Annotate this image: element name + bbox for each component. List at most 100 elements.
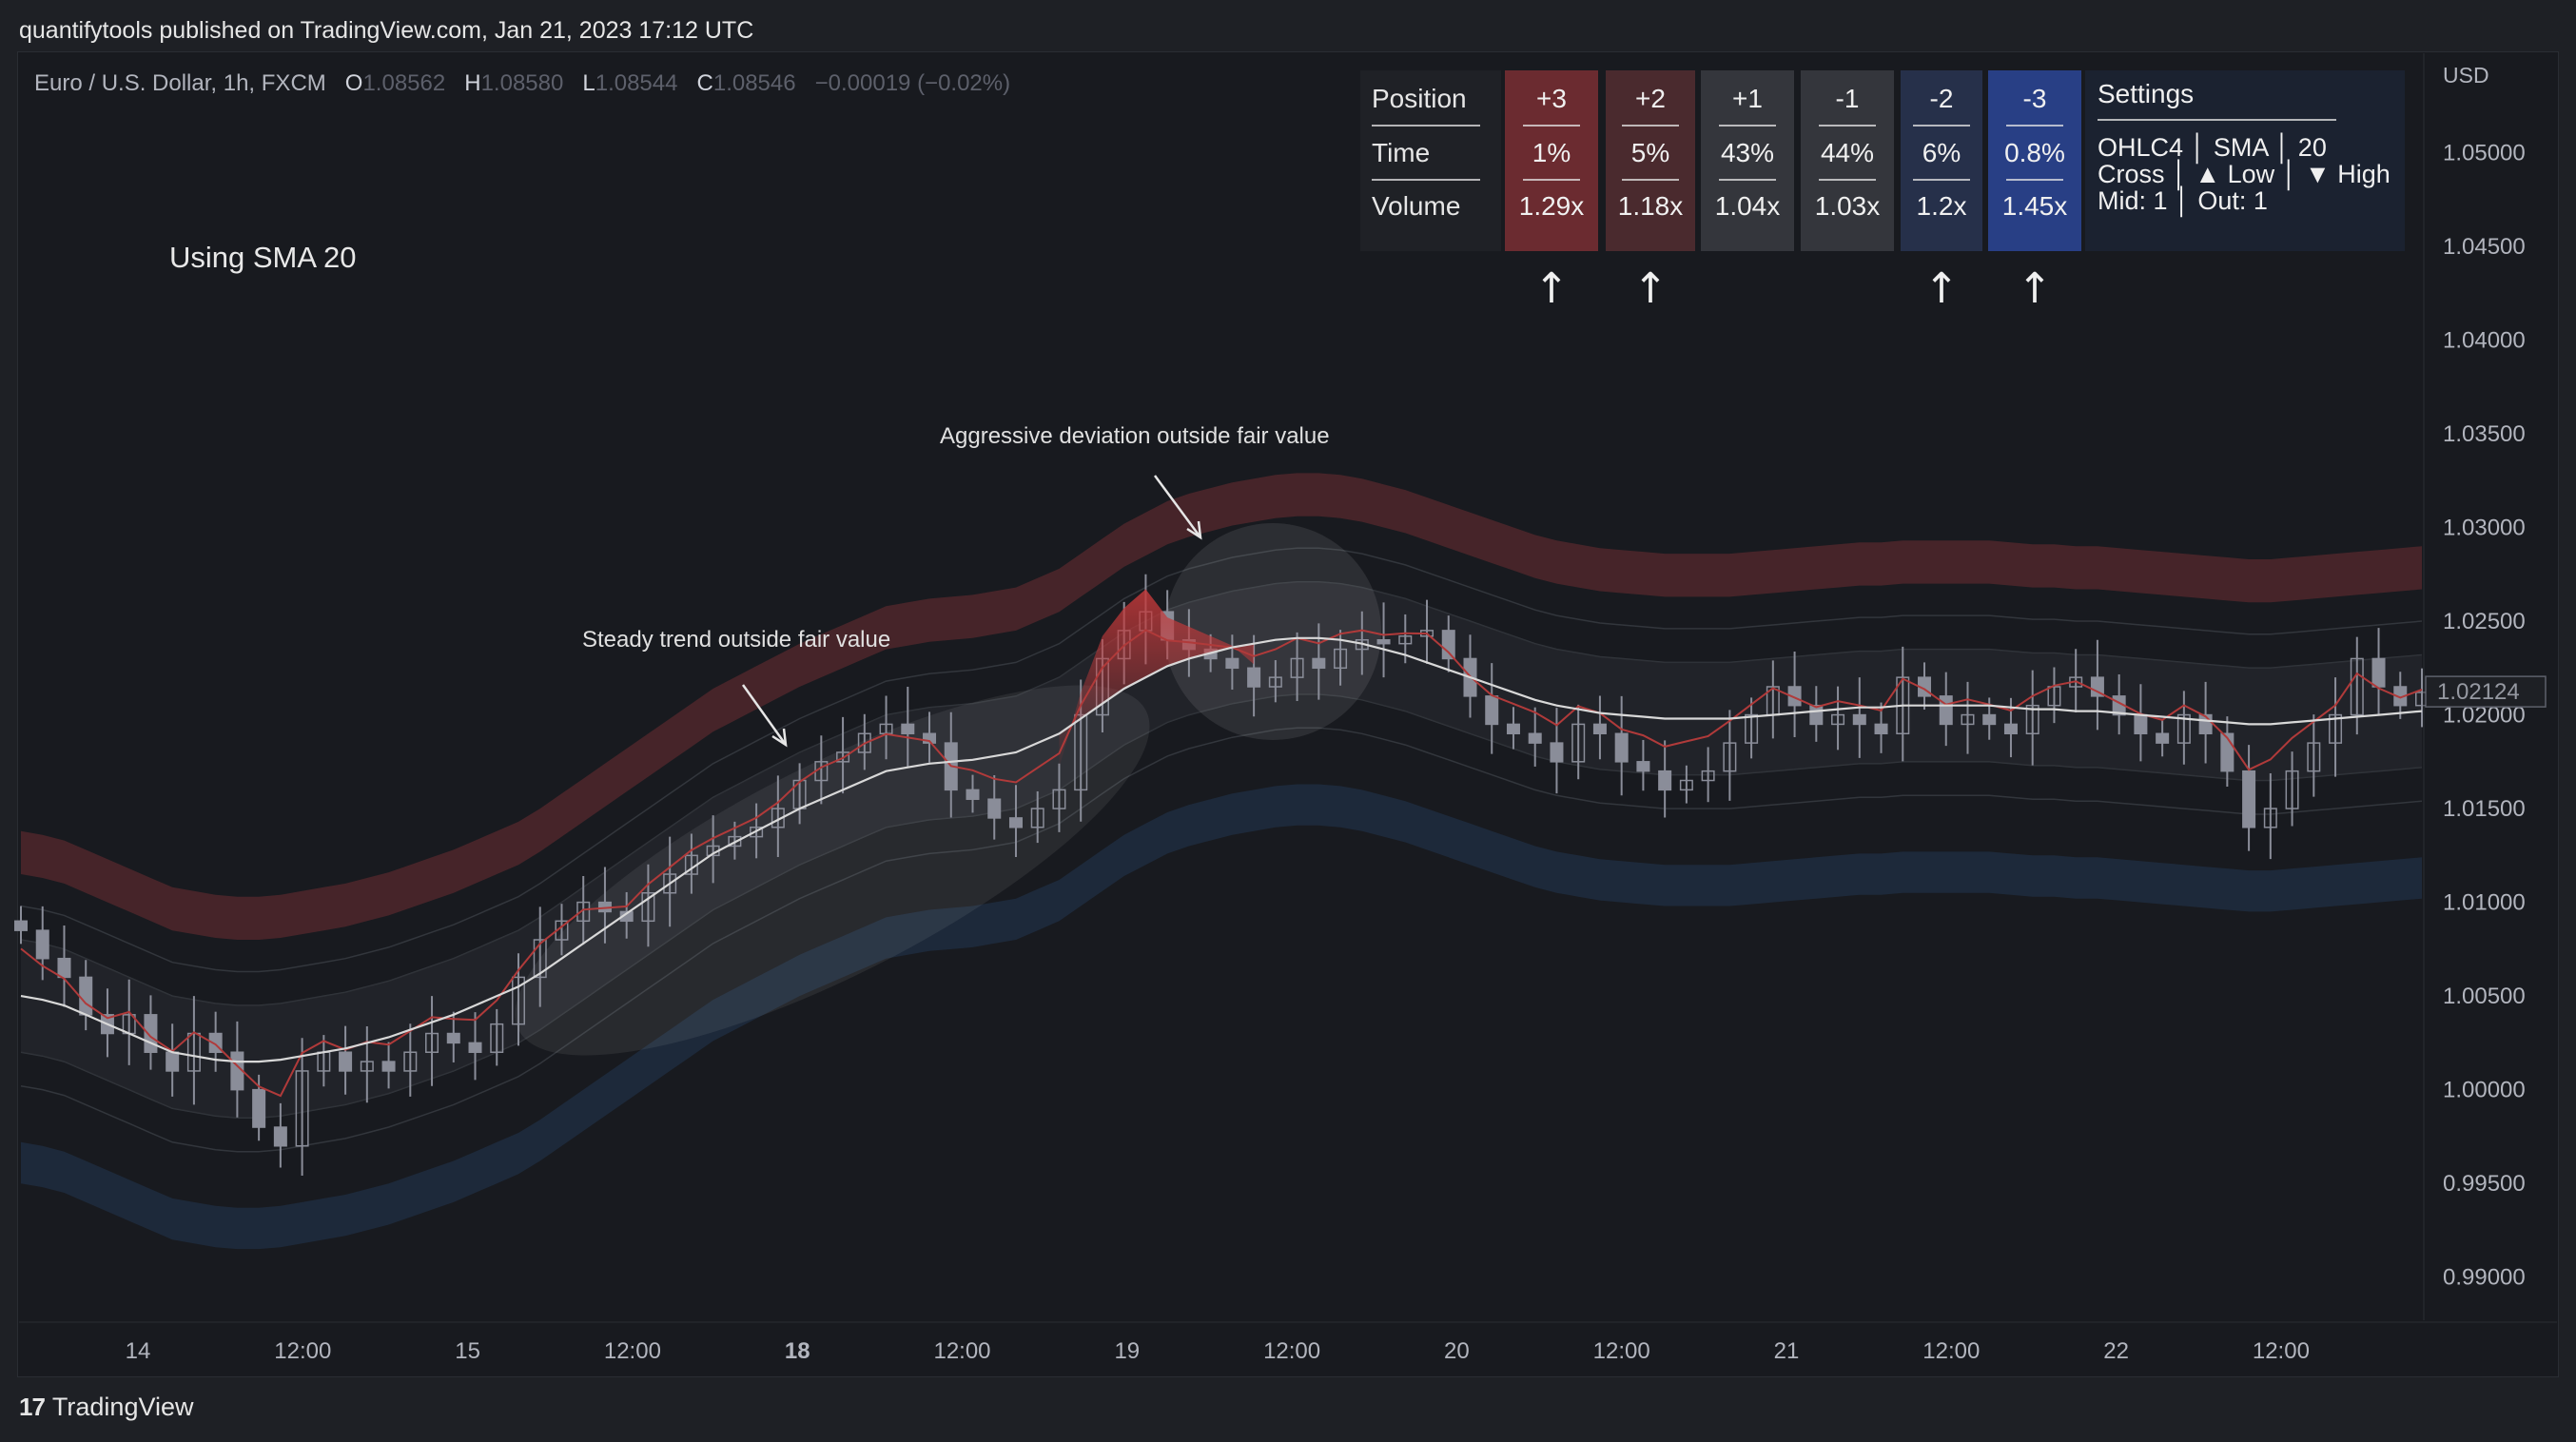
candle-body (728, 835, 742, 848)
table-row-label: Volume (1372, 191, 1460, 221)
candle-body (1982, 713, 1997, 726)
candle-body (2176, 713, 2191, 744)
candle-body (2307, 742, 2321, 772)
candle-body (2003, 723, 2018, 735)
candle (1745, 697, 1759, 759)
candle (1008, 785, 1023, 857)
candle (360, 1026, 374, 1103)
table-cell-value: 1.03x (1815, 191, 1881, 221)
candle-body (836, 751, 850, 763)
candle (490, 1008, 504, 1066)
price-axis[interactable]: USD 1.05000 1.04500 1.04000 1.03500 1.03000 1… (2423, 53, 2547, 1320)
candle (57, 926, 71, 1007)
price-tick-label: 1.04500 (2443, 234, 2526, 260)
candle-body (1831, 713, 1845, 726)
time-tick-label: 12:00 (604, 1338, 661, 1364)
candle (2242, 745, 2256, 851)
candle-body (1636, 761, 1650, 772)
candle-body (2350, 657, 2364, 716)
sma-line (20, 636, 2423, 1063)
current-price-label: 1.02124 (2437, 679, 2520, 705)
candle-body (1809, 704, 1824, 726)
tradingview-logo-mark: 17 (19, 1393, 46, 1421)
table-cell-value: +1 (1732, 84, 1763, 113)
candle (2263, 773, 2277, 860)
table-cell-value: 1.45x (2002, 191, 2068, 221)
candle-body (1745, 713, 1759, 744)
candle (1636, 739, 1650, 791)
using-sma-label: Using SMA 20 (169, 241, 356, 274)
symbol-legend[interactable]: Euro / U.S. Dollar, 1h, FXCM O1.08562 H1… (34, 70, 1010, 97)
time-tick-label: 12:00 (274, 1338, 331, 1364)
table-cell-value: 1% (1532, 138, 1571, 167)
annotations: Using SMA 20 Aggressive deviation outsid… (169, 241, 1330, 748)
candle (166, 1023, 180, 1097)
candle-body (57, 957, 71, 979)
candle (1376, 602, 1391, 678)
time-tick-label: 20 (1444, 1338, 1470, 1364)
table-cell-value: 1.29x (1519, 191, 1585, 221)
candle (2176, 691, 2191, 765)
table-cell-value: 0.8% (2004, 138, 2065, 167)
tradingview-logo[interactable]: 17 TradingView (19, 1393, 194, 1422)
open-value: 1.08562 (362, 70, 446, 96)
table-cell-value: 5% (1631, 138, 1669, 167)
up-arrow-icon: ↑ (1924, 264, 1960, 313)
price-tick-label: 1.02500 (2443, 609, 2526, 634)
candle-body (2134, 713, 2148, 735)
candle-body (1268, 676, 1282, 688)
candle-body (1528, 732, 1542, 744)
candle-body (425, 1032, 439, 1053)
table-column--3: -3 0.8% 1.45x (1988, 70, 2081, 251)
aggressive-arrow (1153, 475, 1202, 540)
time-tick-label: 21 (1774, 1338, 1800, 1364)
candle (381, 1042, 396, 1089)
candle (403, 1023, 418, 1097)
candle-body (1485, 695, 1499, 726)
candle (966, 774, 980, 813)
candle (641, 864, 655, 947)
table-column-+3: +3 1% 1.29x (1505, 70, 1598, 251)
time-tick-label: 14 (126, 1338, 151, 1364)
candle (295, 1038, 309, 1176)
candle-body (1052, 789, 1066, 809)
candle-body (468, 1042, 482, 1053)
up-arrow-icon: ↑ (2018, 264, 2053, 313)
close-value: 1.08546 (712, 70, 796, 96)
candle (1831, 686, 1845, 750)
stats-table: Position Time Volume +3 1% 1.29x +2 5% 1.18x +1 43… (1360, 70, 2405, 313)
candle-body (1723, 742, 1737, 772)
price-tick-label: 1.03000 (2443, 516, 2526, 541)
time-axis[interactable]: 14 12:00 15 12:00 18 12:00 19 12:00 20 12:00 21 12:… (19, 1321, 2557, 1364)
candle-body (1939, 695, 1953, 726)
candle-body (576, 901, 591, 923)
candle-body (1312, 657, 1326, 670)
time-tick-label: 12:00 (1922, 1338, 1980, 1364)
candle (1247, 634, 1261, 717)
candle-body (1376, 638, 1391, 645)
candle-body (857, 732, 871, 753)
candle (446, 1011, 460, 1062)
candle-body (663, 873, 677, 894)
candle-body (1614, 732, 1629, 763)
candle (13, 906, 29, 945)
candle (901, 687, 915, 768)
table-cell-value: -1 (1836, 84, 1860, 113)
candle-body (1658, 770, 1672, 791)
candle (2134, 684, 2148, 762)
time-tick-label: 19 (1114, 1338, 1140, 1364)
table-cell-value: -2 (1930, 84, 1954, 113)
table-cell-bg (1606, 70, 1695, 251)
table-cell-value: 1.2x (1917, 191, 1967, 221)
settings-line: Cross │ ▲ Low │ ▼ High (2098, 159, 2391, 191)
candle-body (1247, 667, 1261, 688)
candle-body (1592, 723, 1607, 735)
candle-body (1441, 630, 1455, 660)
candle-body (2329, 713, 2343, 744)
high-value: 1.08580 (480, 70, 564, 96)
candle (1441, 615, 1455, 672)
open-label: O (344, 70, 363, 96)
table-cell-value: -3 (2023, 84, 2047, 113)
candle (1506, 707, 1520, 750)
